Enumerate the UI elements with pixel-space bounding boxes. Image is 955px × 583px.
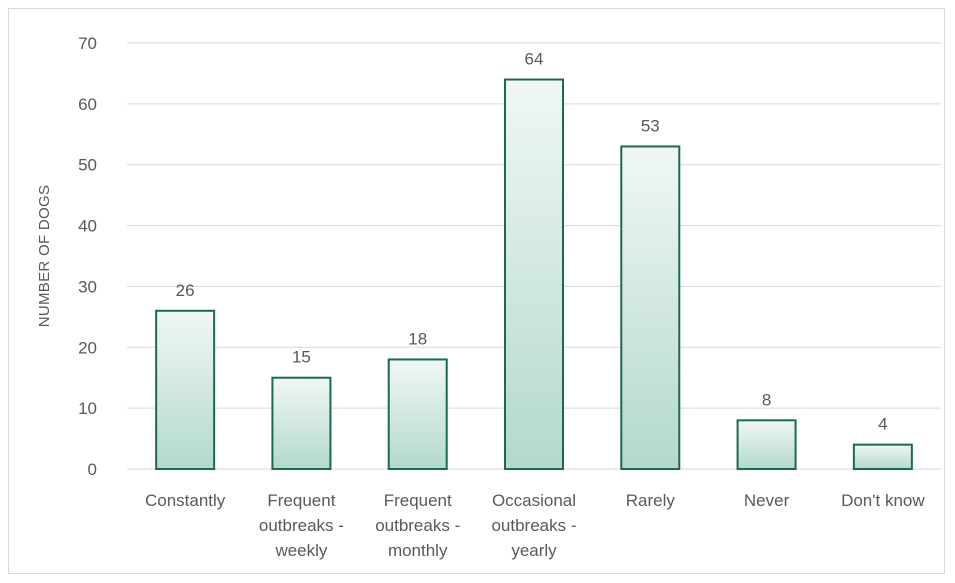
category-label-line: Never	[744, 491, 790, 510]
category-label: Rarely	[626, 491, 676, 510]
x-axis-categories: Constantly Frequent outbreaks -weeklyFrequ…	[145, 491, 925, 560]
y-tick-label: 60	[78, 95, 97, 114]
bar	[271, 376, 332, 471]
y-tick-label: 70	[78, 34, 97, 53]
category-label: Constantly	[145, 491, 226, 510]
y-axis-title: NUMBER OF DOGS	[36, 185, 53, 328]
category-label: Frequent outbreaks - monthly	[375, 491, 460, 560]
data-label: 64	[525, 50, 544, 69]
bar	[504, 78, 564, 470]
bar	[852, 443, 913, 470]
bar-chart: 0 10 20 30 40 50 60 70 26 15 18 64 53 8 4 Constantly F…	[36, 34, 941, 560]
category-label: Occasional outbreaks - yearly	[491, 491, 576, 560]
data-label: 4	[878, 415, 887, 434]
bar	[387, 358, 448, 471]
category-label-line: outbreaks -	[259, 516, 344, 535]
y-tick-label: 30	[78, 277, 97, 296]
category-label-line: Frequent	[384, 491, 452, 510]
category-label-line: monthly	[388, 541, 448, 560]
data-label: 18	[408, 329, 427, 348]
category-label-line: Frequent	[267, 491, 335, 510]
category-label: Frequent outbreaks - weekly	[259, 491, 344, 560]
data-label: 26	[176, 281, 195, 300]
data-label: 53	[641, 116, 660, 135]
category-label-line: Rarely	[626, 491, 676, 510]
category-label-line: weekly	[274, 541, 327, 560]
category-label: Never	[744, 491, 790, 510]
data-label: 15	[292, 348, 311, 367]
category-label-line: outbreaks -	[491, 516, 576, 535]
category-label-line: Don't know	[841, 491, 925, 510]
y-tick-label: 20	[78, 338, 97, 357]
data-label: 8	[762, 390, 771, 409]
category-label: Don't know	[841, 491, 925, 510]
category-label-line: yearly	[511, 541, 557, 560]
category-label-line: Occasional	[492, 491, 576, 510]
bar	[736, 419, 797, 471]
y-tick-label: 0	[88, 460, 97, 479]
y-tick-label: 10	[78, 399, 97, 418]
data-labels: 26 15 18 64 53 8 4	[176, 50, 888, 434]
y-tick-label: 40	[78, 217, 97, 236]
bar	[620, 145, 681, 470]
bars	[155, 78, 913, 471]
chart-frame: 0 10 20 30 40 50 60 70 26 15 18 64 53 8 4 Constantly F…	[8, 8, 945, 574]
category-label-line: outbreaks -	[375, 516, 460, 535]
y-tick-label: 50	[78, 156, 97, 175]
y-axis-ticks: 0 10 20 30 40 50 60 70	[78, 34, 97, 479]
bar	[155, 309, 216, 470]
category-label-line: Constantly	[145, 491, 226, 510]
